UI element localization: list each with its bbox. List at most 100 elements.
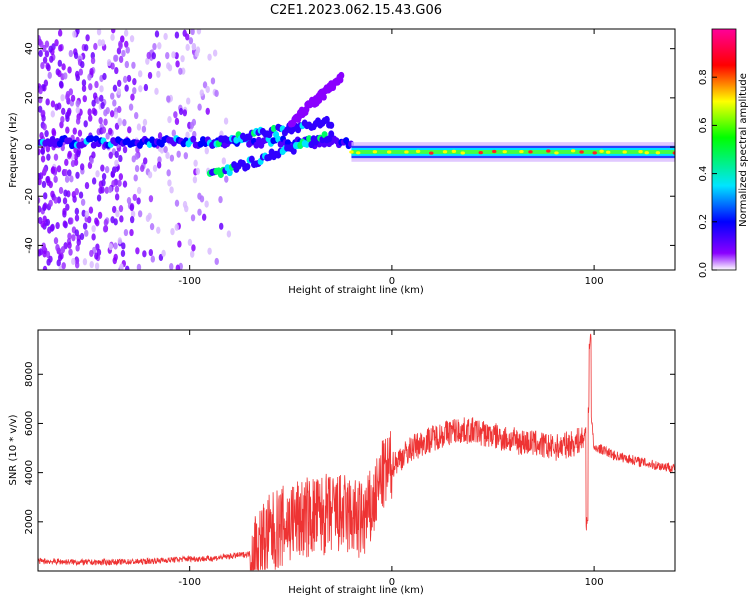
noise-blob — [69, 175, 74, 183]
noise-blob — [88, 206, 94, 214]
noise-blob — [146, 51, 151, 60]
noise-blob — [170, 227, 175, 236]
x-tick-label: 0 — [389, 276, 395, 287]
noise-blob — [57, 70, 62, 78]
noise-blob — [199, 195, 205, 203]
noise-blob — [112, 205, 117, 214]
line-peak — [386, 150, 392, 154]
line-peak — [599, 149, 604, 153]
noise-blob — [136, 123, 142, 131]
noise-blob — [117, 117, 122, 125]
noise-blob — [167, 64, 173, 72]
noise-blob — [157, 132, 163, 140]
noise-blob — [76, 150, 81, 158]
noise-blob — [134, 164, 140, 173]
noise-blob — [65, 126, 70, 134]
colorbar-tick-label: 0.0 — [698, 262, 709, 278]
noise-blob — [49, 55, 54, 63]
noise-blob — [182, 109, 188, 117]
y-tick-label: 8000 — [24, 362, 35, 387]
noise-blob — [42, 265, 48, 270]
noise-blob — [102, 225, 108, 233]
noise-blob — [94, 252, 99, 260]
noise-blob — [68, 88, 74, 96]
noise-blob — [39, 131, 44, 140]
noise-blob — [106, 58, 112, 67]
noise-blob — [171, 129, 176, 137]
noise-blob — [113, 54, 118, 62]
noise-blob — [148, 248, 154, 257]
noise-blob — [154, 87, 159, 95]
noise-blob — [41, 242, 46, 250]
noise-blob — [125, 265, 130, 270]
noise-blob — [48, 255, 53, 263]
noise-blob — [45, 98, 50, 106]
noise-blob — [223, 117, 229, 125]
noise-blob — [142, 118, 148, 126]
noise-blob — [108, 151, 113, 159]
branch-blob — [303, 140, 310, 148]
noise-blob — [190, 29, 195, 36]
noise-blob — [130, 210, 136, 218]
line-peak — [592, 151, 597, 155]
line-peak — [442, 150, 448, 154]
noise-blob — [45, 145, 51, 153]
signal-blob — [88, 135, 95, 143]
noise-blob — [89, 67, 94, 76]
noise-blob — [38, 49, 43, 58]
noise-blob — [84, 210, 90, 218]
noise-blob — [68, 248, 73, 256]
noise-blob — [82, 222, 88, 230]
noise-blob — [187, 238, 193, 247]
x-tick-label: 0 — [389, 577, 395, 588]
noise-blob — [88, 114, 93, 122]
noise-blob — [226, 230, 232, 238]
noise-blob — [99, 94, 104, 102]
line-peak — [356, 151, 361, 155]
noise-blob — [176, 150, 181, 158]
colorbar-tick-label: 0.2 — [698, 214, 709, 230]
noise-blob — [114, 66, 119, 75]
branch-blob — [320, 93, 327, 101]
noise-blob — [40, 155, 46, 163]
noise-blob — [145, 57, 150, 65]
noise-blob — [38, 105, 43, 113]
noise-blob — [143, 157, 148, 165]
noise-blob — [84, 181, 90, 190]
noise-blob — [45, 250, 51, 259]
noise-blob — [122, 75, 128, 84]
noise-blob — [101, 179, 106, 187]
noise-blob — [191, 43, 197, 51]
noise-blob — [128, 103, 134, 111]
line-peak — [546, 149, 551, 153]
noise-blob — [156, 226, 161, 234]
y-tick-label: 6000 — [24, 411, 35, 436]
noise-blob — [110, 92, 115, 100]
noise-blob — [54, 39, 59, 47]
x-tick-label: -100 — [178, 276, 201, 287]
line-peak — [478, 151, 483, 155]
noise-blob — [117, 105, 122, 114]
noise-blob — [75, 244, 80, 252]
noise-blob — [214, 257, 219, 266]
noise-blob — [196, 29, 202, 35]
noise-blob — [204, 147, 209, 155]
noise-blob — [42, 56, 48, 64]
noise-blob — [199, 89, 205, 97]
noise-blob — [175, 60, 180, 68]
line-peak — [655, 151, 661, 155]
noise-blob — [44, 130, 49, 138]
noise-blob — [163, 32, 168, 41]
noise-blob — [57, 59, 63, 67]
snr-series — [38, 333, 675, 571]
noise-blob — [61, 107, 66, 115]
branch-blob — [328, 121, 335, 129]
signal-blob — [90, 141, 97, 149]
line-peak — [372, 150, 378, 154]
noise-blob — [120, 35, 125, 43]
noise-blob — [113, 111, 119, 119]
noise-blob — [64, 158, 69, 167]
noise-blob — [93, 108, 98, 117]
noise-blob — [42, 250, 47, 258]
noise-blob — [117, 237, 123, 245]
